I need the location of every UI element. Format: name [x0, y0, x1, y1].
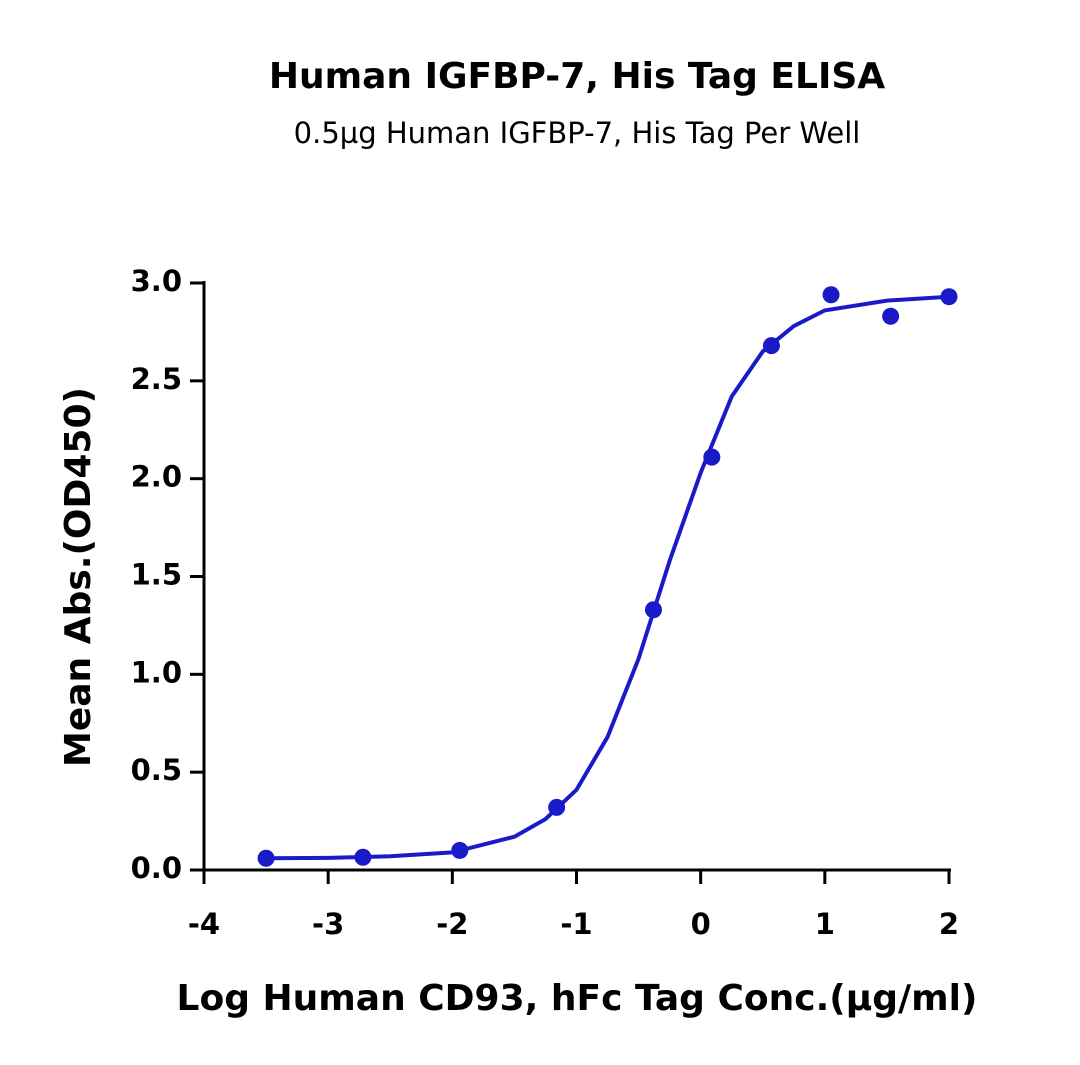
fit-curve: [266, 294, 950, 861]
y-tick-label: 2.0: [131, 460, 182, 494]
data-point: [762, 337, 780, 355]
y-tick-label: 3.0: [131, 264, 182, 298]
chart-title: Human IGFBP-7, His Tag ELISA: [269, 56, 885, 97]
data-point: [451, 841, 469, 859]
x-tick-label: -2: [436, 907, 468, 941]
data-point: [940, 288, 958, 306]
x-tick-label: 1: [815, 907, 835, 941]
x-tick-label: 2: [939, 907, 959, 941]
x-axis-label: Log Human CD93, hFc Tag Conc.(µg/ml): [177, 978, 978, 1019]
y-tick-label: 1.5: [131, 558, 182, 592]
y-tick-label: 2.5: [131, 362, 182, 396]
y-tick-label: 1.0: [131, 655, 182, 689]
y-tick-label: 0.0: [131, 851, 182, 885]
data-point: [257, 849, 275, 867]
x-tick-label: -3: [312, 907, 344, 941]
data-point: [822, 286, 840, 304]
x-tick-label: 0: [691, 907, 711, 941]
data-point: [644, 601, 662, 619]
data-point: [703, 448, 721, 466]
data-point: [882, 307, 900, 325]
data-point: [354, 848, 372, 866]
x-tick-label: -4: [188, 907, 220, 941]
chart-subtitle: 0.5µg Human IGFBP-7, His Tag Per Well: [294, 116, 861, 150]
y-axis-label: Mean Abs.(OD450): [58, 387, 99, 767]
y-tick-label: 0.5: [131, 753, 182, 787]
data-point: [548, 798, 566, 816]
x-tick-label: -1: [560, 907, 592, 941]
